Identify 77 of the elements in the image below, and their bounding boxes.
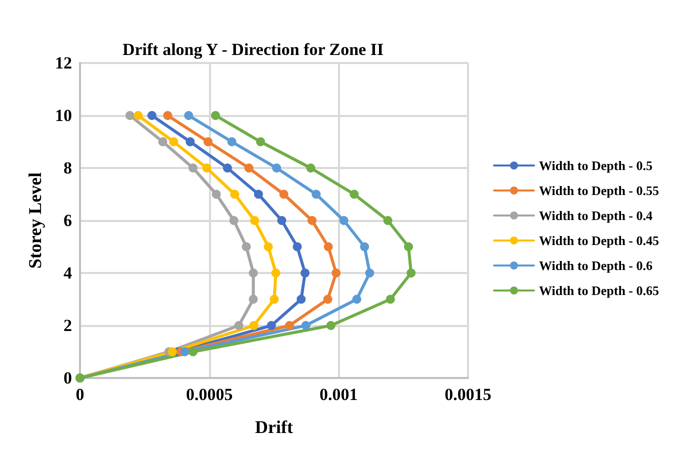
point xyxy=(323,294,332,304)
point xyxy=(279,190,288,199)
point xyxy=(248,294,258,304)
point xyxy=(326,321,336,330)
point xyxy=(277,216,286,225)
x-axis-title: Drift xyxy=(255,417,293,437)
point xyxy=(272,164,282,172)
point xyxy=(312,190,321,199)
point xyxy=(158,137,168,146)
point xyxy=(227,137,236,146)
chart-title: Drift along Y - Direction for Zone II xyxy=(122,40,384,59)
point xyxy=(296,294,306,304)
y-tick-label: 12 xyxy=(55,54,72,72)
point xyxy=(211,111,220,120)
point xyxy=(204,137,213,146)
point xyxy=(301,321,310,330)
x-tick-label: 0 xyxy=(76,385,84,404)
point xyxy=(300,268,310,278)
point xyxy=(186,137,195,146)
y-axis-title: Storey Level xyxy=(25,172,45,269)
point xyxy=(256,137,266,146)
point xyxy=(229,216,238,225)
point xyxy=(249,321,258,330)
y-tick-label: 8 xyxy=(64,158,72,178)
point xyxy=(339,216,348,225)
legend-label: Width to Depth - 0.5 xyxy=(538,158,653,173)
point xyxy=(266,321,276,330)
x-tick-label: 0.0005 xyxy=(186,385,233,404)
legend-label: Width to Depth - 0.65 xyxy=(538,283,660,298)
point xyxy=(270,294,279,304)
x-tick-label: 0.0015 xyxy=(444,385,492,404)
y-tick-label: 2 xyxy=(64,316,72,335)
point xyxy=(386,294,395,304)
legend-label: Width to Depth - 0.55 xyxy=(538,183,660,198)
point xyxy=(188,347,198,356)
point xyxy=(350,190,359,199)
point xyxy=(212,190,221,199)
point xyxy=(308,216,317,225)
point xyxy=(184,111,194,120)
point xyxy=(360,242,370,252)
point xyxy=(147,111,156,120)
point xyxy=(352,294,362,304)
point xyxy=(292,242,302,252)
point xyxy=(306,164,316,172)
point xyxy=(248,268,258,278)
point xyxy=(242,242,251,252)
point xyxy=(406,268,416,278)
point xyxy=(404,242,414,252)
x-tick-label: 0.001 xyxy=(320,385,358,404)
point xyxy=(383,216,392,225)
y-tick-label: 10 xyxy=(55,106,72,125)
point xyxy=(250,216,260,225)
point xyxy=(180,347,190,356)
point xyxy=(125,111,134,120)
point xyxy=(234,321,244,330)
point xyxy=(365,268,374,278)
point xyxy=(264,242,273,252)
point xyxy=(188,164,198,172)
y-tick-label: 6 xyxy=(64,211,72,230)
point xyxy=(230,190,240,199)
point xyxy=(168,347,177,356)
point xyxy=(285,321,294,330)
legend-label: Width to Depth - 0.45 xyxy=(538,233,660,248)
point xyxy=(332,268,341,278)
y-tick-label: 0 xyxy=(64,368,72,388)
y-tick-label: 4 xyxy=(64,264,72,282)
legend-label: Width to Depth - 0.6 xyxy=(538,258,653,273)
point xyxy=(324,242,333,252)
point xyxy=(271,268,280,278)
point xyxy=(163,111,172,120)
point xyxy=(222,164,232,172)
point xyxy=(254,190,263,199)
point xyxy=(134,111,143,120)
point xyxy=(202,164,212,172)
point xyxy=(169,137,178,146)
point xyxy=(244,164,254,172)
legend-label: Width to Depth - 0.4 xyxy=(538,208,653,223)
